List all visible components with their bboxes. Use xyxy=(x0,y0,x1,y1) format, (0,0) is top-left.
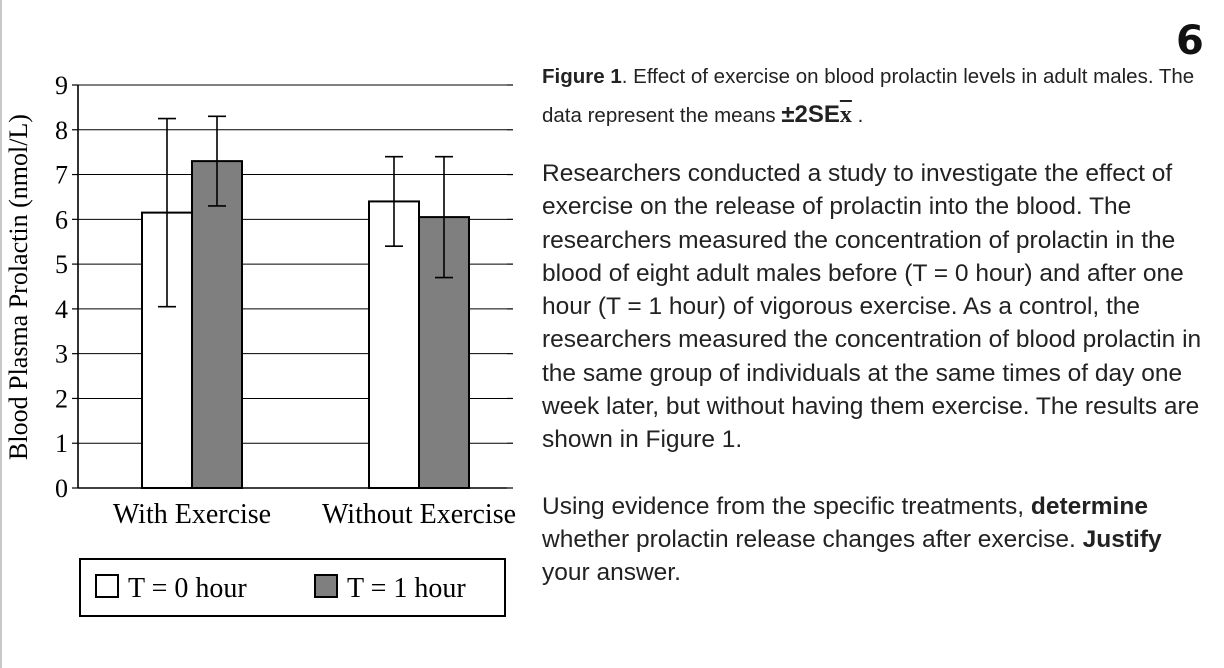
legend-swatch xyxy=(314,574,338,598)
question-prompt: Using evidence from the specific treatme… xyxy=(542,490,1212,590)
prompt-determine: determine xyxy=(1030,492,1148,520)
question-number: 6 xyxy=(1176,18,1204,64)
caption-end: . xyxy=(851,104,864,127)
prompt-part2: whether prolactin release changes after … xyxy=(542,525,1083,553)
bar-1-0 xyxy=(368,200,420,490)
y-tick-label: 3 xyxy=(55,340,68,369)
y-tick-label: 2 xyxy=(55,384,68,413)
y-tick-label: 1 xyxy=(55,429,68,458)
x-category-label: Without Exercise xyxy=(322,499,516,530)
legend-label: T = 1 hour xyxy=(347,573,466,604)
bar-chart: 0 1 2 3 4 5 6 7 8 9 Blood Plasma Prolactin (nmol/L… xyxy=(4,71,516,617)
legend-label: T = 0 hour xyxy=(128,573,247,604)
legend-box xyxy=(79,558,506,617)
y-tick-label: 0 xyxy=(55,474,68,503)
caption-text: . Effect of exercise on blood prolactin … xyxy=(542,65,1195,127)
caption-xbar: x xyxy=(839,102,852,128)
y-tick-label: 8 xyxy=(55,116,68,145)
prompt-justify: Justify xyxy=(1082,525,1162,553)
figure-caption: Figure 1. Effect of exercise on blood pr… xyxy=(542,58,1212,135)
y-axis-label: Blood Plasma Prolactin (nmol/L) xyxy=(4,114,33,460)
study-description: Researchers conducted a study to investi… xyxy=(542,160,1202,454)
bar-0-1 xyxy=(191,160,243,489)
caption-se: ±2SE xyxy=(781,101,840,128)
bar-1-1 xyxy=(418,216,470,489)
y-tick-label: 6 xyxy=(55,205,68,234)
figure-label: Figure 1 xyxy=(542,65,622,88)
prompt-part3: your answer. xyxy=(542,559,681,587)
legend-swatch xyxy=(95,574,119,598)
y-tick-label: 4 xyxy=(55,295,68,324)
y-tick-label: 5 xyxy=(55,250,68,279)
y-tick-label: 7 xyxy=(55,161,68,190)
prompt-part1: Using evidence from the specific treatme… xyxy=(542,492,1031,520)
y-tick-label: 9 xyxy=(55,71,68,100)
x-category-label: With Exercise xyxy=(113,499,271,530)
question-text: Figure 1. Effect of exercise on blood pr… xyxy=(542,58,1212,590)
left-border xyxy=(0,0,2,668)
